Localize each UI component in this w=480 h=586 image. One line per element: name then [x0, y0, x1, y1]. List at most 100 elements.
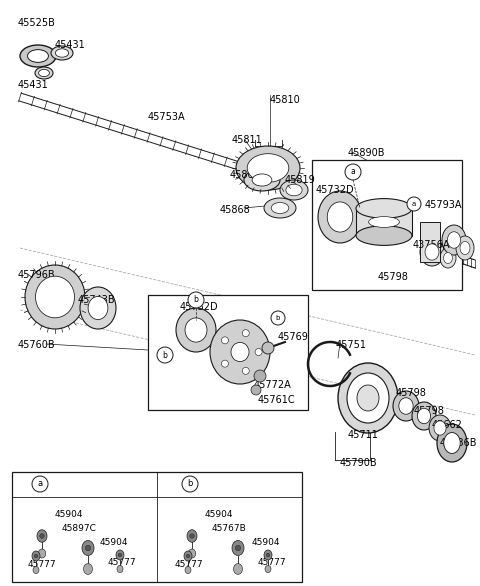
Circle shape	[190, 534, 194, 539]
Ellipse shape	[187, 530, 197, 542]
Ellipse shape	[252, 174, 272, 186]
Ellipse shape	[37, 530, 47, 542]
Ellipse shape	[318, 191, 362, 243]
Text: 45819: 45819	[285, 175, 316, 185]
Ellipse shape	[286, 184, 302, 196]
Bar	[420, 222, 440, 262]
Text: 45732D: 45732D	[316, 185, 355, 195]
Text: 45760B: 45760B	[18, 340, 56, 350]
Ellipse shape	[185, 567, 191, 574]
Text: 45796B: 45796B	[18, 270, 56, 280]
Text: 45777: 45777	[28, 560, 57, 569]
Ellipse shape	[231, 342, 249, 362]
Ellipse shape	[399, 398, 413, 414]
Bar	[12, 472, 302, 582]
Text: 45798: 45798	[414, 406, 445, 416]
Text: b: b	[187, 479, 192, 489]
Ellipse shape	[38, 549, 46, 558]
Text: 45753A: 45753A	[148, 112, 186, 122]
Bar	[148, 295, 308, 410]
Ellipse shape	[264, 550, 272, 560]
Ellipse shape	[460, 241, 470, 254]
Text: 45711: 45711	[348, 430, 379, 440]
Ellipse shape	[244, 169, 280, 191]
Ellipse shape	[55, 49, 69, 57]
Text: 45743B: 45743B	[78, 295, 116, 305]
Ellipse shape	[418, 408, 431, 424]
Ellipse shape	[356, 226, 412, 246]
Text: b: b	[163, 350, 168, 359]
Ellipse shape	[33, 567, 39, 574]
Ellipse shape	[32, 551, 40, 561]
Ellipse shape	[233, 564, 242, 574]
Text: 45431: 45431	[55, 40, 86, 50]
Circle shape	[242, 367, 249, 374]
Ellipse shape	[447, 231, 461, 248]
Text: 45904: 45904	[55, 510, 84, 519]
Text: 45798: 45798	[396, 388, 427, 398]
Text: 43756A: 43756A	[413, 240, 451, 250]
Text: 45810: 45810	[270, 95, 301, 105]
Text: 45904: 45904	[205, 510, 233, 519]
FancyBboxPatch shape	[356, 209, 412, 236]
Ellipse shape	[425, 244, 439, 260]
Text: 45761C: 45761C	[258, 395, 296, 405]
Text: a: a	[350, 168, 355, 176]
Text: 45864A: 45864A	[230, 170, 267, 180]
Circle shape	[188, 292, 204, 308]
Ellipse shape	[265, 565, 271, 573]
Circle shape	[345, 164, 361, 180]
Circle shape	[118, 553, 122, 557]
Circle shape	[235, 546, 240, 551]
Ellipse shape	[236, 146, 300, 190]
Text: 45767B: 45767B	[212, 524, 247, 533]
Ellipse shape	[327, 202, 353, 232]
Ellipse shape	[176, 308, 216, 352]
Ellipse shape	[444, 432, 460, 454]
Ellipse shape	[247, 154, 289, 182]
Text: 45904: 45904	[100, 538, 129, 547]
Ellipse shape	[188, 549, 196, 558]
Circle shape	[251, 385, 261, 395]
Ellipse shape	[35, 67, 53, 79]
Circle shape	[266, 553, 270, 557]
Ellipse shape	[444, 253, 452, 264]
Text: 45431: 45431	[18, 80, 49, 90]
Ellipse shape	[36, 276, 74, 318]
Ellipse shape	[184, 551, 192, 561]
Ellipse shape	[80, 287, 116, 329]
Ellipse shape	[264, 198, 296, 218]
Circle shape	[255, 349, 262, 356]
Circle shape	[186, 554, 190, 558]
Circle shape	[40, 534, 44, 539]
Ellipse shape	[440, 248, 456, 268]
Ellipse shape	[280, 180, 308, 200]
Text: 45811: 45811	[232, 135, 263, 145]
Ellipse shape	[185, 318, 207, 342]
Text: 45890B: 45890B	[348, 148, 385, 158]
Ellipse shape	[338, 363, 398, 433]
Ellipse shape	[456, 236, 474, 260]
Text: a: a	[37, 479, 43, 489]
Ellipse shape	[88, 297, 108, 319]
Text: 45777: 45777	[175, 560, 204, 569]
Text: 45777: 45777	[258, 558, 287, 567]
Text: 45793A: 45793A	[425, 200, 463, 210]
Text: 45662: 45662	[432, 420, 463, 430]
Ellipse shape	[116, 550, 124, 560]
Text: 45525B: 45525B	[18, 18, 56, 28]
Text: 45897C: 45897C	[62, 524, 97, 533]
Ellipse shape	[437, 424, 467, 462]
Circle shape	[242, 330, 249, 336]
Ellipse shape	[25, 265, 85, 329]
Ellipse shape	[393, 391, 419, 421]
Ellipse shape	[357, 385, 379, 411]
Text: 45636B: 45636B	[440, 438, 478, 448]
Ellipse shape	[420, 238, 444, 266]
Ellipse shape	[442, 225, 466, 255]
Ellipse shape	[117, 565, 123, 573]
Bar	[312, 160, 462, 290]
Ellipse shape	[51, 46, 73, 60]
Text: a: a	[412, 201, 416, 207]
Ellipse shape	[434, 421, 446, 435]
